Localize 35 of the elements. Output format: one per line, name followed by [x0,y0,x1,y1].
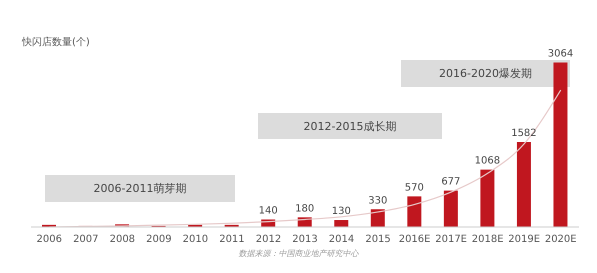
bar [480,170,494,227]
data-label: 3064 [548,48,574,60]
bar [334,220,348,227]
y-axis-title: 快闪店数量(个) [22,36,90,49]
source-note: 数据来源：中国商业地产研究中心 [238,248,360,259]
x-tick-label: 2010 [182,234,208,246]
x-tick-label: 2015 [365,234,391,246]
data-label: 1068 [474,156,500,167]
data-label: 140 [258,205,278,216]
data-label: 180 [295,203,314,214]
x-tick-label: 2007 [73,234,99,246]
period-label-box: 2016-2020爆发期 [401,60,570,87]
data-label: 1582 [511,128,537,140]
x-tick-label: 2020E [544,234,577,246]
x-tick-label: 2011 [219,234,245,246]
data-label: 677 [441,176,460,188]
data-label: 330 [368,195,388,206]
bar [444,190,458,227]
period-label-box: 2006-2011萌芽期 [45,175,235,202]
x-tick-label: 2016E [398,234,430,246]
x-tick-label: 2013 [292,234,318,246]
x-tick-label: 2014 [328,234,354,246]
x-tick-label: 2009 [146,234,172,246]
x-tick-label: 2017E [435,234,468,246]
x-tick-label: 2012 [256,234,282,246]
data-label: 570 [404,182,424,194]
x-tick-label: 2018E [472,234,504,246]
bar [516,142,531,227]
bar [407,196,422,227]
period-label-box: 2012-2015成长期 [258,113,442,139]
data-label: 130 [332,206,351,218]
x-tick-label: 2006 [36,234,62,246]
x-tick-label: 2019E [508,234,540,246]
x-tick-label: 2008 [110,234,136,246]
bar [553,62,568,227]
